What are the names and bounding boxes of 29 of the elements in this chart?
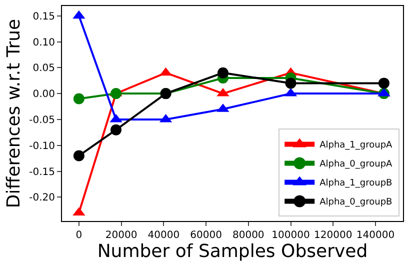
- point: [73, 150, 84, 162]
- point: [73, 93, 84, 104]
- y-tick-label: -0.05: [29, 114, 55, 126]
- x-axis-title: Number of Samples Observed: [97, 241, 368, 262]
- x-tick-label: 100000: [272, 230, 310, 241]
- y-tick-label: 0.10: [32, 37, 55, 48]
- y-tick-label: 0.05: [32, 63, 55, 74]
- x-tick-label: 120000: [314, 230, 352, 241]
- legend-label: Alpha_0_groupB: [320, 198, 392, 208]
- legend-label: Alpha_0_groupA: [320, 160, 394, 170]
- point: [378, 78, 390, 89]
- legend-label: Alpha_1_groupA: [320, 140, 394, 151]
- x-tick-label: 20000: [105, 230, 138, 241]
- point: [217, 67, 228, 78]
- y-tick-label: 0.00: [32, 89, 55, 100]
- y-tick-label: 0.15: [32, 11, 55, 22]
- point: [110, 124, 122, 136]
- x-tick-label: 40000: [148, 230, 180, 241]
- x-tick-label: 140000: [356, 230, 395, 241]
- point: [110, 88, 122, 100]
- y-tick-label: -0.20: [29, 192, 55, 204]
- y-tick-label: -0.15: [29, 166, 55, 178]
- legend-label: Alpha_1_groupB: [320, 178, 392, 189]
- x-tick-label: 0: [76, 230, 82, 241]
- x-tick-label: 60000: [190, 230, 222, 241]
- y-axis-title: Differences w.r.t True: [3, 18, 24, 208]
- y-tick-label: -0.10: [29, 140, 55, 152]
- point: [285, 78, 296, 89]
- x-tick-label: 80000: [232, 230, 264, 241]
